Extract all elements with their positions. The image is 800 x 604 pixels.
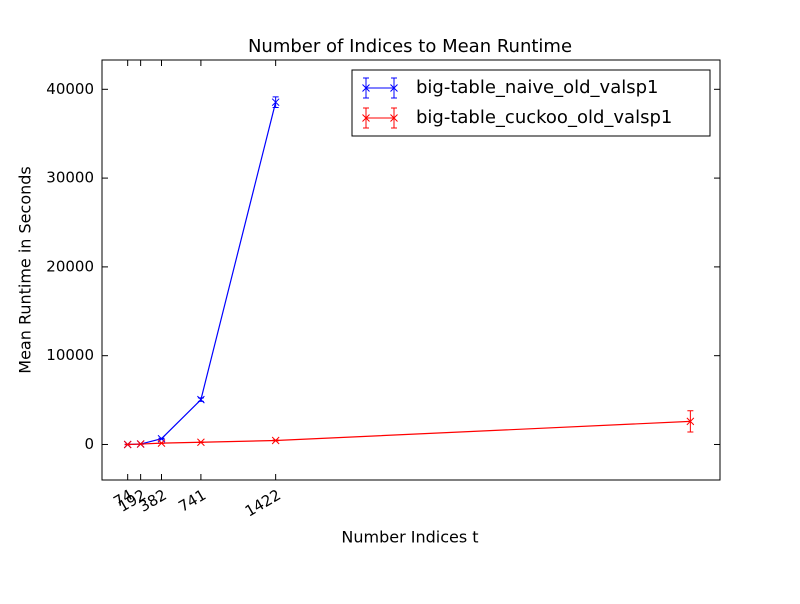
y-tick-label: 30000 [46, 169, 94, 187]
y-axis-label: Mean Runtime in Seconds [16, 166, 35, 373]
legend-label: big-table_cuckoo_old_valsp1 [416, 107, 672, 128]
y-tick-label: 20000 [46, 257, 94, 275]
x-axis-label: Number Indices t [341, 528, 478, 547]
legend-label: big-table_naive_old_valsp1 [416, 77, 658, 98]
y-tick-label: 40000 [46, 80, 94, 98]
y-tick-label: 10000 [46, 346, 94, 364]
y-tick-label: 0 [84, 435, 94, 453]
chart-title: Number of Indices to Mean Runtime [248, 36, 572, 57]
